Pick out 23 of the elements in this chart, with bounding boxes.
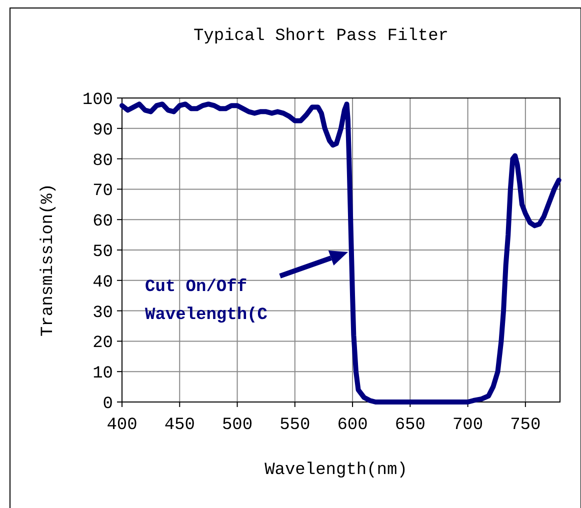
- chart-title: Typical Short Pass Filter: [193, 27, 449, 46]
- y-tick-label: 0: [102, 395, 113, 414]
- y-tick-label: 60: [92, 212, 113, 232]
- x-tick-label: 450: [164, 416, 195, 435]
- x-tick-label: 500: [222, 416, 253, 435]
- y-tick-label: 10: [92, 364, 113, 384]
- x-tick-label: 650: [394, 416, 426, 435]
- annotation: Cut On/Off Wavelength(C: [145, 278, 268, 325]
- y-tick-label: 100: [82, 91, 113, 110]
- y-tick-label: 70: [92, 182, 113, 202]
- y-tick-label: 50: [92, 243, 113, 262]
- x-tick-label: 700: [452, 416, 484, 435]
- y-axis-title: Transmission(%): [39, 183, 58, 337]
- x-tick-label: 600: [337, 416, 368, 435]
- x-tick-label: 400: [106, 416, 138, 435]
- y-tick-label: 20: [92, 334, 113, 354]
- x-tick-label: 750: [510, 416, 541, 435]
- x-axis-title: Wavelength(nm): [264, 461, 408, 480]
- y-tick-label: 90: [92, 121, 113, 140]
- y-tick-label: 80: [92, 152, 113, 171]
- y-tick-label: 30: [92, 304, 113, 323]
- x-tick-label: 550: [280, 416, 310, 435]
- y-tick-label: 40: [92, 273, 113, 292]
